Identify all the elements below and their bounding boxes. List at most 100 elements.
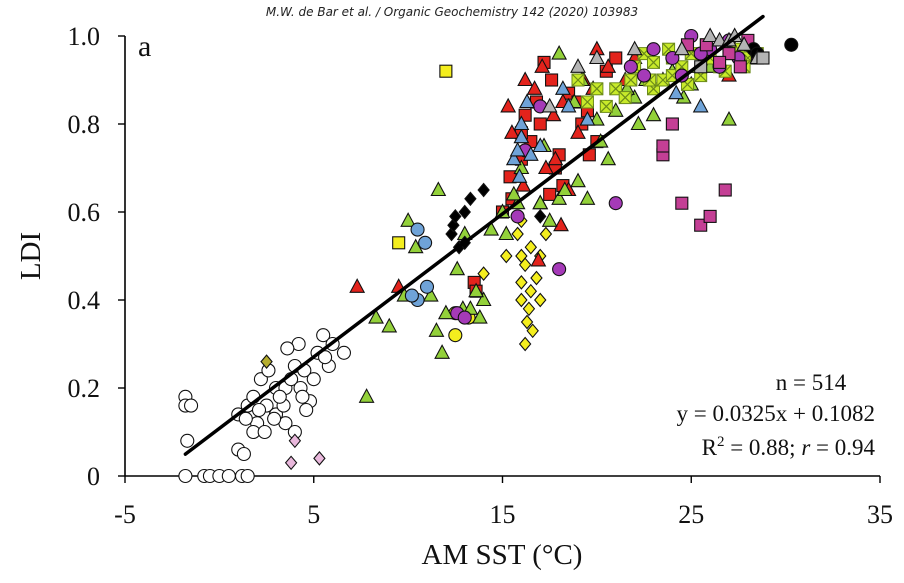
data-point-triangle (522, 146, 539, 161)
data-point-triangle (532, 194, 549, 210)
data-point-triangle (551, 190, 568, 205)
x-axis: -5 5 15 25 35 (114, 475, 893, 529)
data-point-triangle (500, 97, 517, 113)
data-point-diamond (515, 275, 528, 290)
data-point-triangle (600, 58, 617, 73)
data-point-diamond (458, 204, 471, 220)
x-tick-label: 35 (867, 500, 893, 529)
data-point-triangle (428, 322, 445, 337)
data-point-triangle (545, 106, 562, 122)
data-point-triangle (381, 317, 398, 333)
x-tick-label: -5 (114, 500, 136, 529)
data-point-square (733, 60, 747, 74)
data-point-circle (418, 235, 433, 250)
data-point-x-square (618, 91, 632, 105)
data-point-triangle (702, 27, 719, 43)
data-point-triangle (570, 124, 586, 139)
data-point-diamond (518, 257, 532, 273)
data-points (178, 27, 799, 484)
sample-count: n = 514 (776, 370, 847, 395)
data-point-circle (784, 37, 799, 52)
data-point-triangle (556, 181, 573, 197)
data-point-triangle (570, 58, 586, 73)
y-tick-label: 1.0 (68, 22, 101, 51)
regression-line (183, 14, 765, 456)
data-point-circle (251, 402, 267, 418)
data-point-triangle (668, 84, 685, 100)
data-point-triangle (526, 80, 543, 95)
x-axis-title: AM SST (°C) (422, 539, 583, 571)
data-point-x-square (590, 82, 604, 96)
data-point-triangle (449, 260, 466, 276)
data-point-square (703, 209, 717, 223)
data-point-triangle (588, 110, 605, 126)
data-point-triangle (368, 308, 384, 324)
data-point-triangle (519, 93, 535, 109)
panel-label: a (138, 30, 151, 63)
data-point-circle (257, 424, 272, 440)
data-point-circle (272, 389, 287, 404)
data-point-triangle (358, 388, 375, 403)
data-point-circle (295, 389, 310, 404)
data-point-square (392, 236, 406, 250)
data-point-circle (404, 288, 419, 303)
data-point-triangle (721, 110, 737, 126)
data-point-triangle (483, 220, 500, 236)
data-point-circle (448, 328, 463, 343)
data-point-x-square (580, 95, 594, 109)
data-point-circle (240, 468, 255, 484)
data-point-triangle (711, 31, 728, 47)
data-point-circle (623, 59, 638, 74)
data-point-square (545, 73, 559, 87)
data-point-circle (552, 262, 567, 277)
data-point-x-square (647, 55, 660, 69)
stats-box: n = 514 y = 0.0325x + 0.1082 R2 = 0.88; … (677, 370, 876, 460)
data-point-diamond (477, 266, 490, 281)
data-point-diamond (515, 292, 528, 308)
data-point-circle (184, 398, 199, 413)
data-point-triangle (541, 212, 558, 227)
journal-citation: M.W. de Bar et al. / Organic Geochemistr… (266, 5, 638, 19)
data-point-square (439, 64, 453, 78)
correlation-stats: R2 = 0.88; r = 0.94 (702, 434, 876, 460)
data-point-triangle (468, 282, 484, 298)
y-tick-label: 0.8 (68, 110, 101, 139)
data-point-circle (608, 196, 623, 211)
data-point-circle (318, 350, 333, 365)
data-point-diamond (539, 226, 553, 242)
data-point-triangle (541, 97, 558, 113)
data-point-triangle (498, 225, 515, 241)
data-point-circle (299, 402, 314, 418)
data-point-triangle (673, 40, 690, 56)
data-point-triangle (579, 190, 596, 205)
data-point-diamond (449, 209, 462, 224)
data-point-triangle (554, 80, 571, 95)
data-point-triangle (645, 106, 662, 122)
y-axis-title: LDI (15, 232, 47, 280)
data-point-circle (510, 209, 525, 224)
data-point-triangle (570, 172, 586, 188)
data-point-diamond (284, 455, 298, 471)
y-tick-label: 0.2 (68, 374, 101, 403)
x-tick-label: 15 (490, 500, 516, 529)
data-point-triangle (422, 286, 439, 302)
data-point-triangle (471, 308, 488, 324)
data-point-x-square (571, 73, 585, 87)
data-point-triangle (430, 181, 447, 197)
data-point-circle (238, 411, 253, 426)
data-point-triangle (579, 110, 596, 126)
data-point-circle (336, 345, 352, 360)
data-point-x-square (624, 73, 638, 87)
data-point-circle (280, 341, 295, 356)
y-tick-label: 0.4 (68, 286, 101, 315)
data-point-triangle (588, 49, 605, 65)
data-point-triangle (534, 58, 551, 73)
data-point-circle (410, 222, 425, 237)
data-point-circle (646, 42, 661, 57)
data-point-triangle (537, 159, 554, 175)
data-point-diamond (524, 283, 538, 299)
data-point-square (718, 183, 732, 197)
data-point-diamond (288, 433, 302, 449)
data-point-x-square (599, 99, 613, 113)
